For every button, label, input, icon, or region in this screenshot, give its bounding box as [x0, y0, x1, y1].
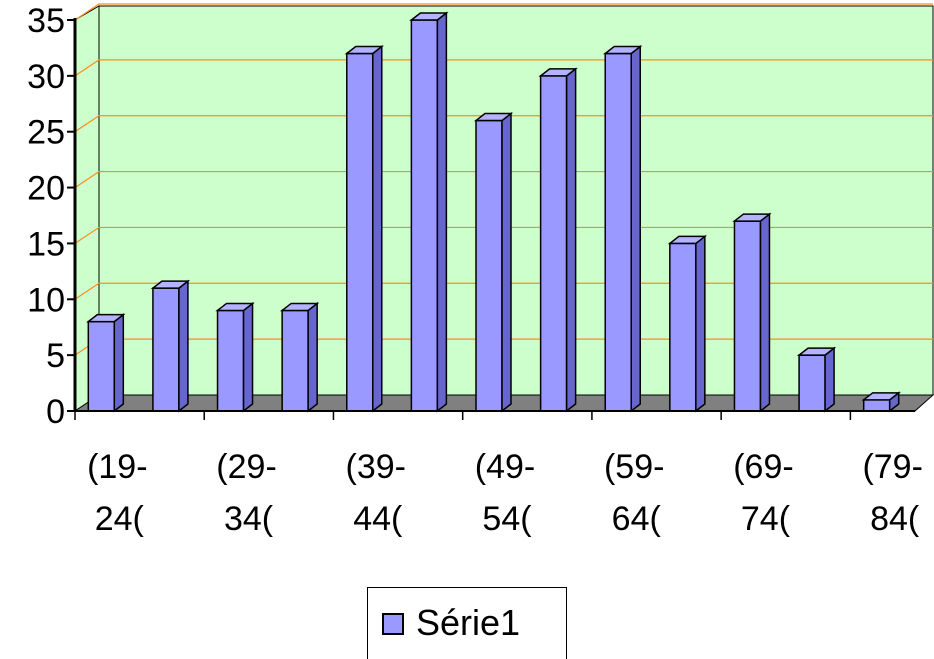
bar-front [281, 309, 309, 412]
x-tick-label-line: (59- [604, 448, 664, 486]
bar-top [215, 302, 255, 312]
legend-label: Série1 [416, 602, 521, 643]
bar-top [603, 45, 643, 55]
bar-top [279, 302, 320, 312]
x-tick-label-line: 24( [95, 500, 145, 538]
bar-front [410, 19, 439, 412]
bar [667, 234, 708, 413]
bar-front [733, 220, 762, 412]
x-tick-label: (49- 54( [475, 448, 535, 538]
bar-top [538, 68, 578, 77]
legend-swatch [382, 613, 404, 635]
bar-top [150, 280, 191, 289]
bar-side [113, 313, 125, 413]
bar-front [539, 75, 568, 412]
bar-front [604, 52, 632, 412]
bar [538, 67, 578, 413]
bar-top [344, 45, 384, 55]
x-tick-label-line: 84( [870, 500, 920, 538]
bar [86, 313, 126, 413]
bar-side [372, 44, 383, 413]
bar [732, 212, 772, 413]
y-tick-label: 15 [27, 225, 65, 263]
y-tick-label: 5 [46, 337, 65, 375]
x-tick-label-line: 54( [482, 500, 532, 538]
bar-top [667, 235, 708, 245]
axes [67, 18, 915, 420]
gridline [74, 115, 933, 133]
bar [409, 11, 449, 413]
bar-side [630, 44, 641, 413]
bar-front [87, 320, 116, 412]
x-tick-label: (59- 64( [604, 448, 664, 538]
x-tick-label-line: (79- [862, 448, 922, 486]
y-tick-label: 25 [27, 114, 65, 152]
bars [86, 11, 901, 413]
x-tick-label: (69- 74( [733, 448, 793, 538]
x-tick-label: (79- 84( [862, 448, 922, 538]
bar-top [861, 392, 901, 401]
bar-front [346, 52, 374, 412]
x-tick-label-line: 34( [224, 500, 274, 538]
x-tick-label-line: (29- [216, 448, 276, 486]
x-tick-label: (19- 24( [87, 448, 147, 538]
x-tick-label-line: (49- [475, 448, 535, 486]
bar [603, 44, 643, 413]
x-tick-label-line: (39- [346, 448, 406, 486]
x-tick-label-line: (69- [733, 448, 793, 486]
bar-front [216, 309, 245, 412]
bar-side [242, 301, 254, 413]
y-tick-labels: 0 5 10 15 20 25 30 35 [27, 2, 65, 431]
y-tick-label: 20 [27, 170, 65, 208]
bar-top [732, 213, 772, 222]
gridline [74, 282, 933, 300]
bar-front [152, 287, 180, 412]
y-tick-label: 10 [27, 281, 65, 319]
bar-side [759, 212, 771, 413]
bar-top [796, 347, 837, 356]
bar [473, 112, 514, 413]
bar-side [178, 279, 189, 413]
gridline [74, 3, 933, 21]
bar-side [565, 67, 577, 413]
y-tick-label: 0 [46, 393, 65, 431]
legend: Série1 [367, 587, 567, 659]
gridline [74, 59, 933, 77]
bar-front [862, 399, 891, 412]
bar-top [409, 12, 449, 21]
bar [150, 279, 191, 413]
gridlines [74, 3, 933, 356]
y-tick-label: 35 [27, 2, 65, 40]
bar-side [824, 346, 835, 413]
bar [861, 391, 901, 413]
bar-front [798, 354, 826, 412]
x-tick-label: (39- 44( [346, 448, 406, 538]
bar-side [307, 301, 318, 413]
bar-side [695, 234, 706, 413]
y-tick-label: 30 [27, 58, 65, 96]
bar-top [473, 112, 514, 122]
bar-side [501, 112, 512, 413]
x-tick-label-line: 44( [353, 500, 403, 538]
x-tick-label-line: 74( [741, 500, 791, 538]
bar-side [436, 11, 448, 413]
bar [279, 301, 320, 413]
bar-front [669, 242, 697, 412]
x-tick-label-line: (19- [87, 448, 147, 486]
bar-top [86, 313, 126, 323]
x-tick-label: (29- 34( [216, 448, 276, 538]
bar [215, 301, 255, 413]
gridline [74, 226, 933, 244]
bar [344, 44, 384, 413]
x-tick-labels: (19- 24( (29- 34( (39- 44( (49- 54( (59- 64( (69- 7… [87, 448, 923, 538]
bar-front [475, 119, 503, 412]
gridline [74, 170, 933, 189]
x-tick-label-line: 64( [612, 500, 662, 538]
bar [796, 346, 837, 413]
